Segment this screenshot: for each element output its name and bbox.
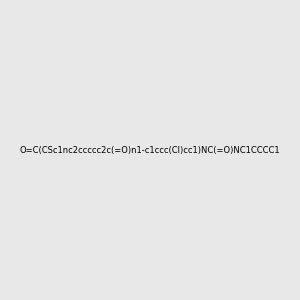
- Text: O=C(CSc1nc2ccccc2c(=O)n1-c1ccc(Cl)cc1)NC(=O)NC1CCCC1: O=C(CSc1nc2ccccc2c(=O)n1-c1ccc(Cl)cc1)NC…: [20, 146, 280, 154]
